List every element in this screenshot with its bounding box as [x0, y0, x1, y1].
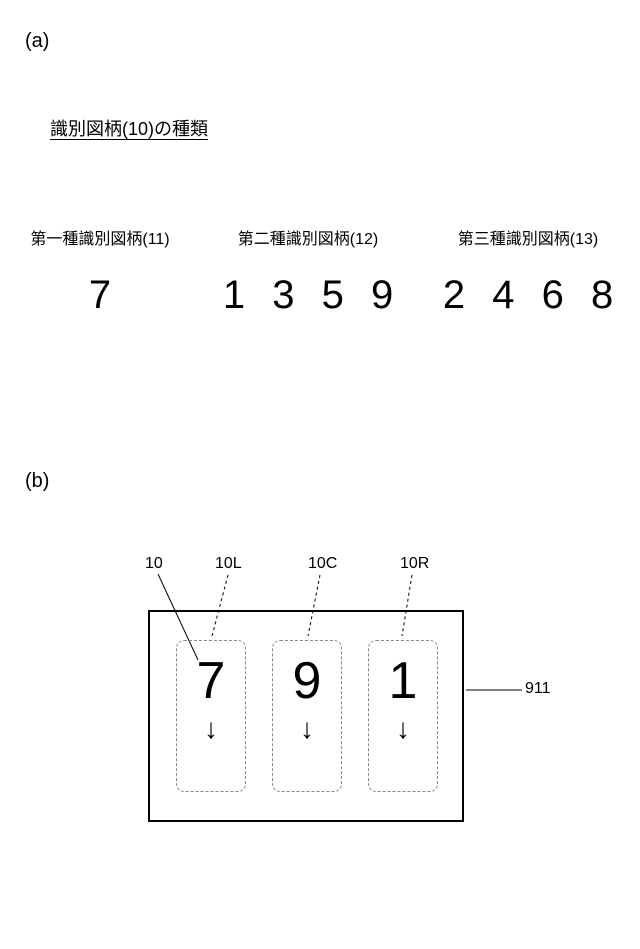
- pattern-group-3-digit-0: 2: [443, 273, 465, 318]
- pattern-group-1-digit-0: 7: [89, 273, 111, 318]
- reel-10C-arrow-icon: ↓: [273, 715, 341, 743]
- pattern-group-3: 第三種識別図柄(13) 2 4 6 8: [438, 225, 618, 318]
- pattern-group-3-label: 第三種識別図柄(13): [438, 225, 618, 249]
- reel-10R-arrow-icon: ↓: [369, 715, 437, 743]
- pattern-group-1: 第一種識別図柄(11) 7: [20, 225, 180, 318]
- section-a-label: (a): [25, 30, 49, 53]
- reel-10C: 9 ↓: [272, 640, 342, 792]
- reel-10L-arrow-icon: ↓: [177, 715, 245, 743]
- display-box-911: 7 ↓ 9 ↓ 1 ↓: [148, 610, 464, 822]
- pattern-group-2-digit-2: 5: [322, 273, 344, 318]
- reel-10R-digit: 1: [369, 655, 437, 707]
- pattern-group-2-digits: 1 3 5 9: [218, 273, 398, 318]
- pattern-group-3-digit-1: 4: [492, 273, 514, 318]
- section-a-title: 識別図柄(10)の種類: [50, 115, 208, 141]
- pattern-group-2: 第二種識別図柄(12) 1 3 5 9: [218, 225, 398, 318]
- pattern-group-3-digit-3: 8: [591, 273, 613, 318]
- pattern-group-2-digit-3: 9: [371, 273, 393, 318]
- pattern-group-2-digit-1: 3: [272, 273, 294, 318]
- section-b-label: (b): [25, 470, 49, 493]
- reel-10L-digit: 7: [177, 655, 245, 707]
- reel-10C-digit: 9: [273, 655, 341, 707]
- pattern-group-1-digits: 7: [20, 273, 180, 318]
- ref-label-911: 911: [525, 680, 551, 698]
- pattern-group-3-digit-2: 6: [542, 273, 564, 318]
- ref-label-10: 10: [145, 555, 163, 573]
- ref-label-10C: 10C: [308, 555, 337, 573]
- ref-label-10L: 10L: [215, 555, 242, 573]
- reel-10L: 7 ↓: [176, 640, 246, 792]
- pattern-group-2-label: 第二種識別図柄(12): [218, 225, 398, 249]
- pattern-group-3-digits: 2 4 6 8: [438, 273, 618, 318]
- reel-10R: 1 ↓: [368, 640, 438, 792]
- pattern-group-1-label: 第一種識別図柄(11): [20, 225, 180, 249]
- ref-label-10R: 10R: [400, 555, 429, 573]
- pattern-group-2-digit-0: 1: [223, 273, 245, 318]
